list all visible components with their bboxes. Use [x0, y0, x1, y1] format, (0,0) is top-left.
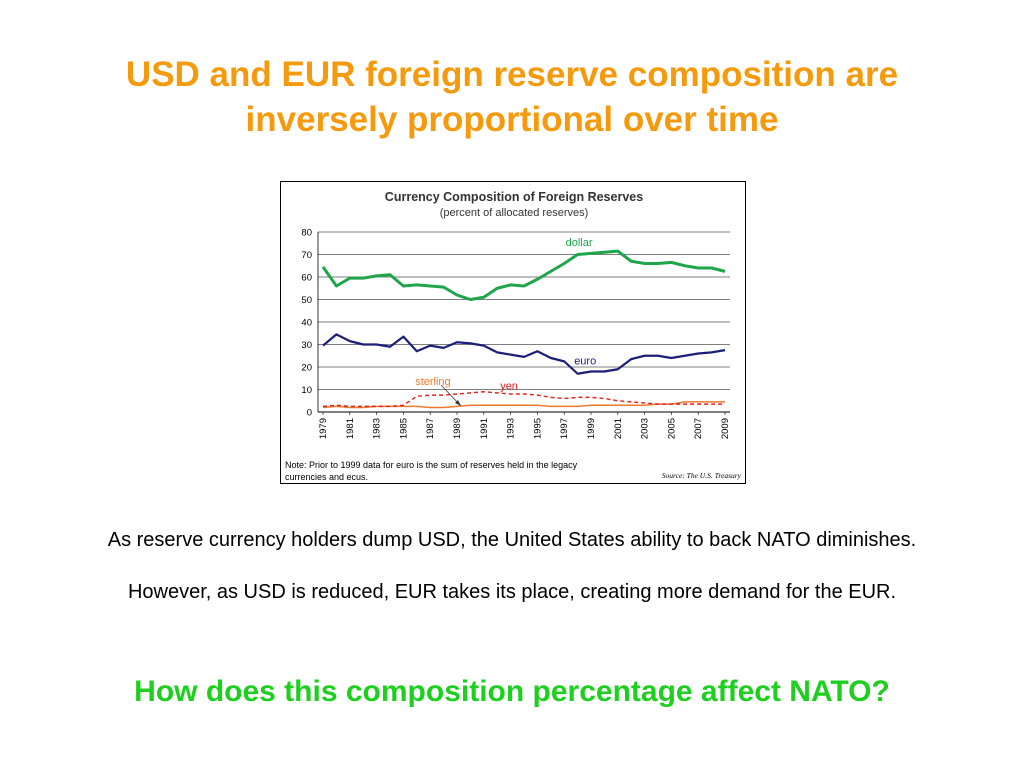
- sterling-pointer-arrowhead: [455, 400, 461, 406]
- x-tick-label: 2001: [613, 418, 624, 439]
- chart-note-line-2: currencies and ecus.: [285, 472, 368, 482]
- body-text-eur: However, as USD is reduced, EUR takes it…: [127, 581, 897, 603]
- x-tick-label: 1987: [425, 418, 436, 439]
- x-tick-label: 2005: [666, 418, 677, 439]
- series-label-sterling: sterling: [415, 376, 450, 388]
- chart-svg: Currency Composition of Foreign Reserves…: [285, 190, 742, 482]
- slide-title: USD and EUR foreign reserve composition …: [0, 52, 1024, 142]
- question-text: How does this composition percentage aff…: [134, 675, 890, 708]
- x-tick-label: 1989: [452, 418, 463, 439]
- grid-layer: [317, 231, 730, 413]
- y-tick-label: 80: [301, 228, 312, 239]
- x-tick-label: 1981: [345, 418, 356, 439]
- x-tick-label: 1995: [532, 418, 543, 439]
- x-tick-label: 2003: [640, 418, 651, 439]
- y-tick-label: 10: [301, 385, 312, 396]
- y-tick-label: 50: [301, 295, 312, 306]
- series-layer: [321, 249, 726, 409]
- body-text-usd: As reserve currency holders dump USD, th…: [107, 529, 917, 551]
- y-tick-label: 60: [301, 273, 312, 284]
- x-tick-label: 1985: [398, 418, 409, 439]
- series-line-dollar: [321, 249, 726, 301]
- chart-note-line-1: Note: Prior to 1999 data for euro is the…: [285, 460, 578, 470]
- y-tick-label: 0: [307, 408, 312, 419]
- chart-source: Source: The U.S. Treasury: [662, 471, 742, 480]
- series-line-yen: [322, 391, 725, 408]
- series-line-euro: [322, 333, 726, 375]
- y-tick-label: 40: [301, 318, 312, 329]
- x-tick-label: 1983: [372, 418, 383, 439]
- x-tick-label: 2009: [720, 418, 731, 439]
- x-tick-label: 1993: [506, 418, 517, 439]
- y-tick-label: 20: [301, 363, 312, 374]
- x-tick-label: 1979: [318, 418, 329, 439]
- chart-subtitle: (percent of allocated reserves): [440, 207, 589, 219]
- y-tick-label: 30: [301, 340, 312, 351]
- slide-title-line-1: USD and EUR foreign reserve composition …: [125, 55, 899, 94]
- series-labels: dollar euro sterling yen: [415, 237, 596, 393]
- y-tick-label: 70: [301, 250, 312, 261]
- series-label-dollar: dollar: [566, 237, 593, 249]
- slide-title-line-2: inversely proportional over time: [245, 100, 779, 139]
- x-tick-label: 1991: [479, 418, 490, 439]
- x-tick-label: 1999: [586, 418, 597, 439]
- x-tick-labels: 1979 1981 1983 1985 1987 1989 1991 1993 1995 1997…: [318, 412, 731, 439]
- x-tick-label: 1997: [559, 418, 570, 439]
- series-label-yen: yen: [500, 380, 518, 392]
- x-tick-label: 2007: [693, 418, 704, 439]
- series-label-euro: euro: [574, 356, 596, 368]
- chart-image: Currency Composition of Foreign Reserves…: [280, 181, 746, 484]
- chart-title: Currency Composition of Foreign Reserves: [385, 190, 643, 204]
- y-tick-labels: 0 10 20 30 40 50 60 70 80: [301, 228, 312, 419]
